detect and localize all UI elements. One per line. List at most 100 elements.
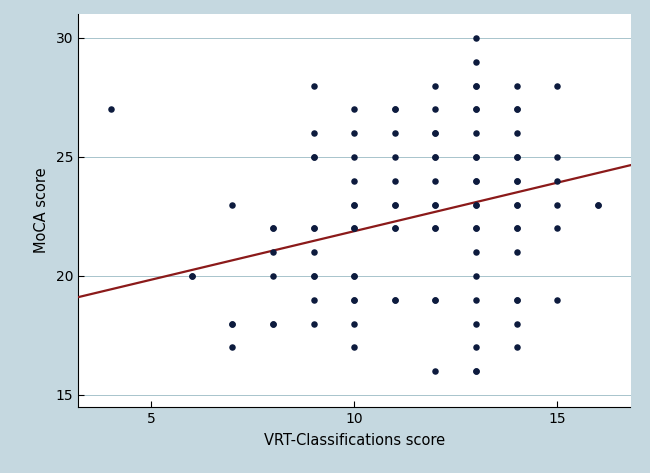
- Point: [390, 201, 400, 208]
- Point: [308, 296, 318, 304]
- Point: [471, 272, 481, 280]
- Point: [471, 177, 481, 184]
- Point: [512, 82, 522, 89]
- Point: [187, 272, 197, 280]
- Point: [349, 343, 359, 351]
- Point: [187, 272, 197, 280]
- Point: [471, 296, 481, 304]
- Point: [512, 201, 522, 208]
- Point: [512, 225, 522, 232]
- Point: [390, 201, 400, 208]
- Point: [512, 105, 522, 113]
- Point: [390, 225, 400, 232]
- Point: [390, 105, 400, 113]
- Point: [593, 201, 603, 208]
- Point: [471, 343, 481, 351]
- Point: [512, 177, 522, 184]
- Point: [512, 177, 522, 184]
- Point: [471, 368, 481, 375]
- Point: [430, 130, 441, 137]
- Point: [512, 320, 522, 327]
- Point: [308, 82, 318, 89]
- Point: [552, 177, 562, 184]
- Point: [512, 248, 522, 256]
- Point: [390, 105, 400, 113]
- Point: [349, 130, 359, 137]
- Point: [430, 130, 441, 137]
- Point: [308, 153, 318, 161]
- Point: [430, 201, 441, 208]
- Point: [471, 248, 481, 256]
- Point: [268, 320, 278, 327]
- Point: [349, 177, 359, 184]
- Point: [390, 153, 400, 161]
- Point: [390, 296, 400, 304]
- Point: [105, 105, 116, 113]
- Point: [430, 296, 441, 304]
- Point: [471, 201, 481, 208]
- Point: [227, 320, 237, 327]
- Point: [349, 272, 359, 280]
- Point: [430, 201, 441, 208]
- Point: [430, 82, 441, 89]
- Point: [471, 82, 481, 89]
- Point: [512, 225, 522, 232]
- Point: [390, 130, 400, 137]
- Point: [471, 130, 481, 137]
- Point: [471, 225, 481, 232]
- Point: [430, 225, 441, 232]
- Point: [430, 225, 441, 232]
- Point: [308, 153, 318, 161]
- Point: [471, 177, 481, 184]
- Point: [552, 296, 562, 304]
- Point: [471, 320, 481, 327]
- Point: [430, 368, 441, 375]
- Point: [308, 225, 318, 232]
- Point: [268, 320, 278, 327]
- Point: [390, 177, 400, 184]
- Point: [268, 248, 278, 256]
- Point: [471, 58, 481, 66]
- Point: [512, 343, 522, 351]
- Point: [349, 225, 359, 232]
- Point: [471, 368, 481, 375]
- X-axis label: VRT-Classifications score: VRT-Classifications score: [264, 433, 445, 447]
- Y-axis label: MoCA score: MoCA score: [34, 167, 49, 254]
- Point: [268, 225, 278, 232]
- Point: [390, 225, 400, 232]
- Point: [227, 343, 237, 351]
- Point: [471, 105, 481, 113]
- Point: [349, 201, 359, 208]
- Point: [349, 105, 359, 113]
- Point: [512, 201, 522, 208]
- Point: [471, 105, 481, 113]
- Point: [471, 153, 481, 161]
- Point: [471, 34, 481, 42]
- Point: [349, 296, 359, 304]
- Point: [471, 153, 481, 161]
- Point: [512, 153, 522, 161]
- Point: [552, 82, 562, 89]
- Point: [593, 201, 603, 208]
- Point: [308, 225, 318, 232]
- Point: [512, 153, 522, 161]
- Point: [227, 320, 237, 327]
- Point: [349, 225, 359, 232]
- Point: [349, 272, 359, 280]
- Point: [471, 225, 481, 232]
- Point: [552, 153, 562, 161]
- Point: [552, 225, 562, 232]
- Point: [552, 201, 562, 208]
- Point: [349, 153, 359, 161]
- Point: [227, 201, 237, 208]
- Point: [308, 248, 318, 256]
- Point: [308, 272, 318, 280]
- Point: [268, 225, 278, 232]
- Point: [512, 296, 522, 304]
- Point: [308, 272, 318, 280]
- Point: [471, 201, 481, 208]
- Point: [349, 296, 359, 304]
- Point: [512, 296, 522, 304]
- Point: [308, 320, 318, 327]
- Point: [308, 130, 318, 137]
